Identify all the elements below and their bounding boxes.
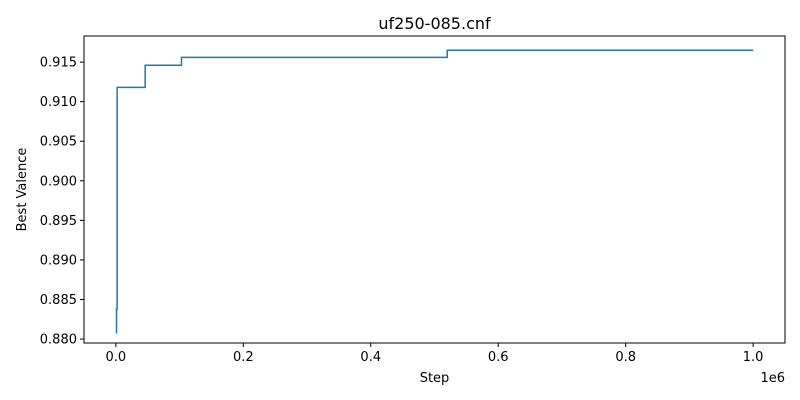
- x-tick-label: 0.4: [360, 350, 381, 365]
- plot-area: [115, 49, 754, 334]
- x-tick-label: 0.8: [615, 350, 636, 365]
- x-tick-label: 1.0: [743, 350, 764, 365]
- series-line-0: [115, 49, 754, 334]
- axes-frame: [83, 35, 786, 344]
- x-tick-label: 0.6: [488, 350, 509, 365]
- y-tick-label: 0.905: [40, 135, 77, 150]
- y-tick-label: 0.895: [40, 214, 77, 229]
- chart-title: uf250-085.cnf: [378, 14, 491, 33]
- y-tick-label: 0.900: [40, 174, 77, 189]
- x-axis-label: Step: [420, 371, 450, 386]
- x-tick-label: 0.0: [106, 350, 127, 365]
- y-tick-label: 0.880: [40, 333, 77, 348]
- y-axis-label: Best Valence: [15, 148, 30, 232]
- y-tick-label: 0.890: [40, 253, 77, 268]
- x-axis: 0.0 0.2 0.4 0.6 0.8 1.0: [106, 343, 764, 365]
- x-tick-label: 0.2: [233, 350, 254, 365]
- y-tick-label: 0.915: [40, 56, 77, 71]
- y-tick-label: 0.885: [40, 293, 77, 308]
- x-axis-offset-label: 1e6: [760, 371, 785, 386]
- y-tick-label: 0.910: [40, 95, 77, 110]
- y-axis: 0.880 0.885 0.890 0.895 0.900 0.905 0.910 0.915: [40, 56, 84, 348]
